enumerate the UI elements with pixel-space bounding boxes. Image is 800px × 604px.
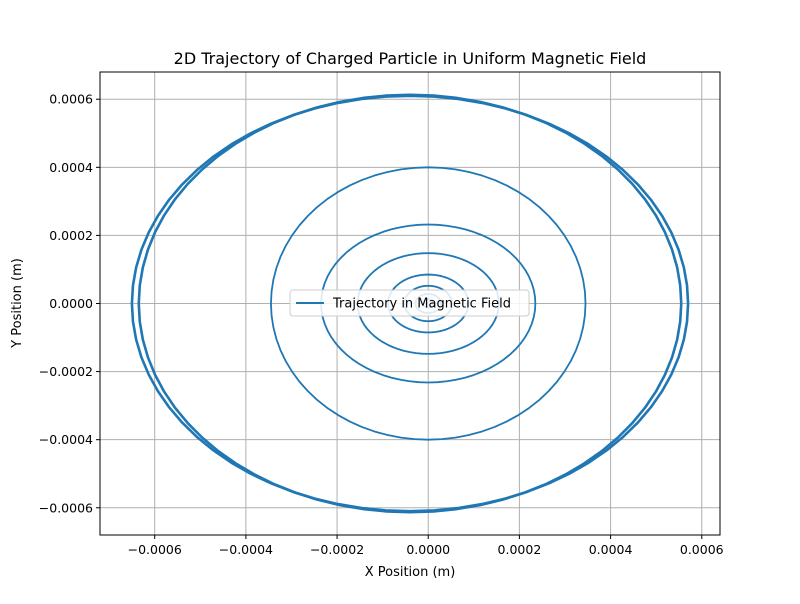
x-tick-label: −0.0002 <box>310 542 364 557</box>
y-tick-label: 0.0006 <box>49 92 93 107</box>
x-axis-label: X Position (m) <box>365 565 456 580</box>
chart-title: 2D Trajectory of Charged Particle in Uni… <box>174 49 647 68</box>
trajectory-loop <box>270 166 587 441</box>
y-axis-label: Y Position (m) <box>10 258 25 349</box>
x-tick-label: 0.0002 <box>498 542 542 557</box>
y-tick-label: 0.0000 <box>49 296 93 311</box>
x-tick-label: 0.0006 <box>680 542 724 557</box>
legend: Trajectory in Magnetic Field <box>289 289 530 317</box>
x-axis-ticks: −0.0006 −0.0004 −0.0002 0.0000 0.0002 0.0004 0… <box>128 535 724 557</box>
trajectory-loop <box>130 94 690 513</box>
x-tick-label: −0.0006 <box>128 542 182 557</box>
x-tick-label: 0.0004 <box>589 542 633 557</box>
legend-box <box>289 289 530 317</box>
y-tick-label: 0.0002 <box>49 228 93 243</box>
x-tick-label: −0.0004 <box>219 542 273 557</box>
y-tick-label: −0.0004 <box>39 432 93 447</box>
y-tick-label: 0.0004 <box>49 160 93 175</box>
y-axis-ticks: −0.0006 −0.0004 −0.0002 0.0000 0.0002 0.0004 0… <box>39 92 100 515</box>
y-tick-label: −0.0006 <box>39 500 93 515</box>
y-tick-label: −0.0002 <box>39 364 93 379</box>
legend-series-label: Trajectory in Magnetic Field <box>332 297 511 312</box>
x-tick-label: 0.0000 <box>406 542 450 557</box>
